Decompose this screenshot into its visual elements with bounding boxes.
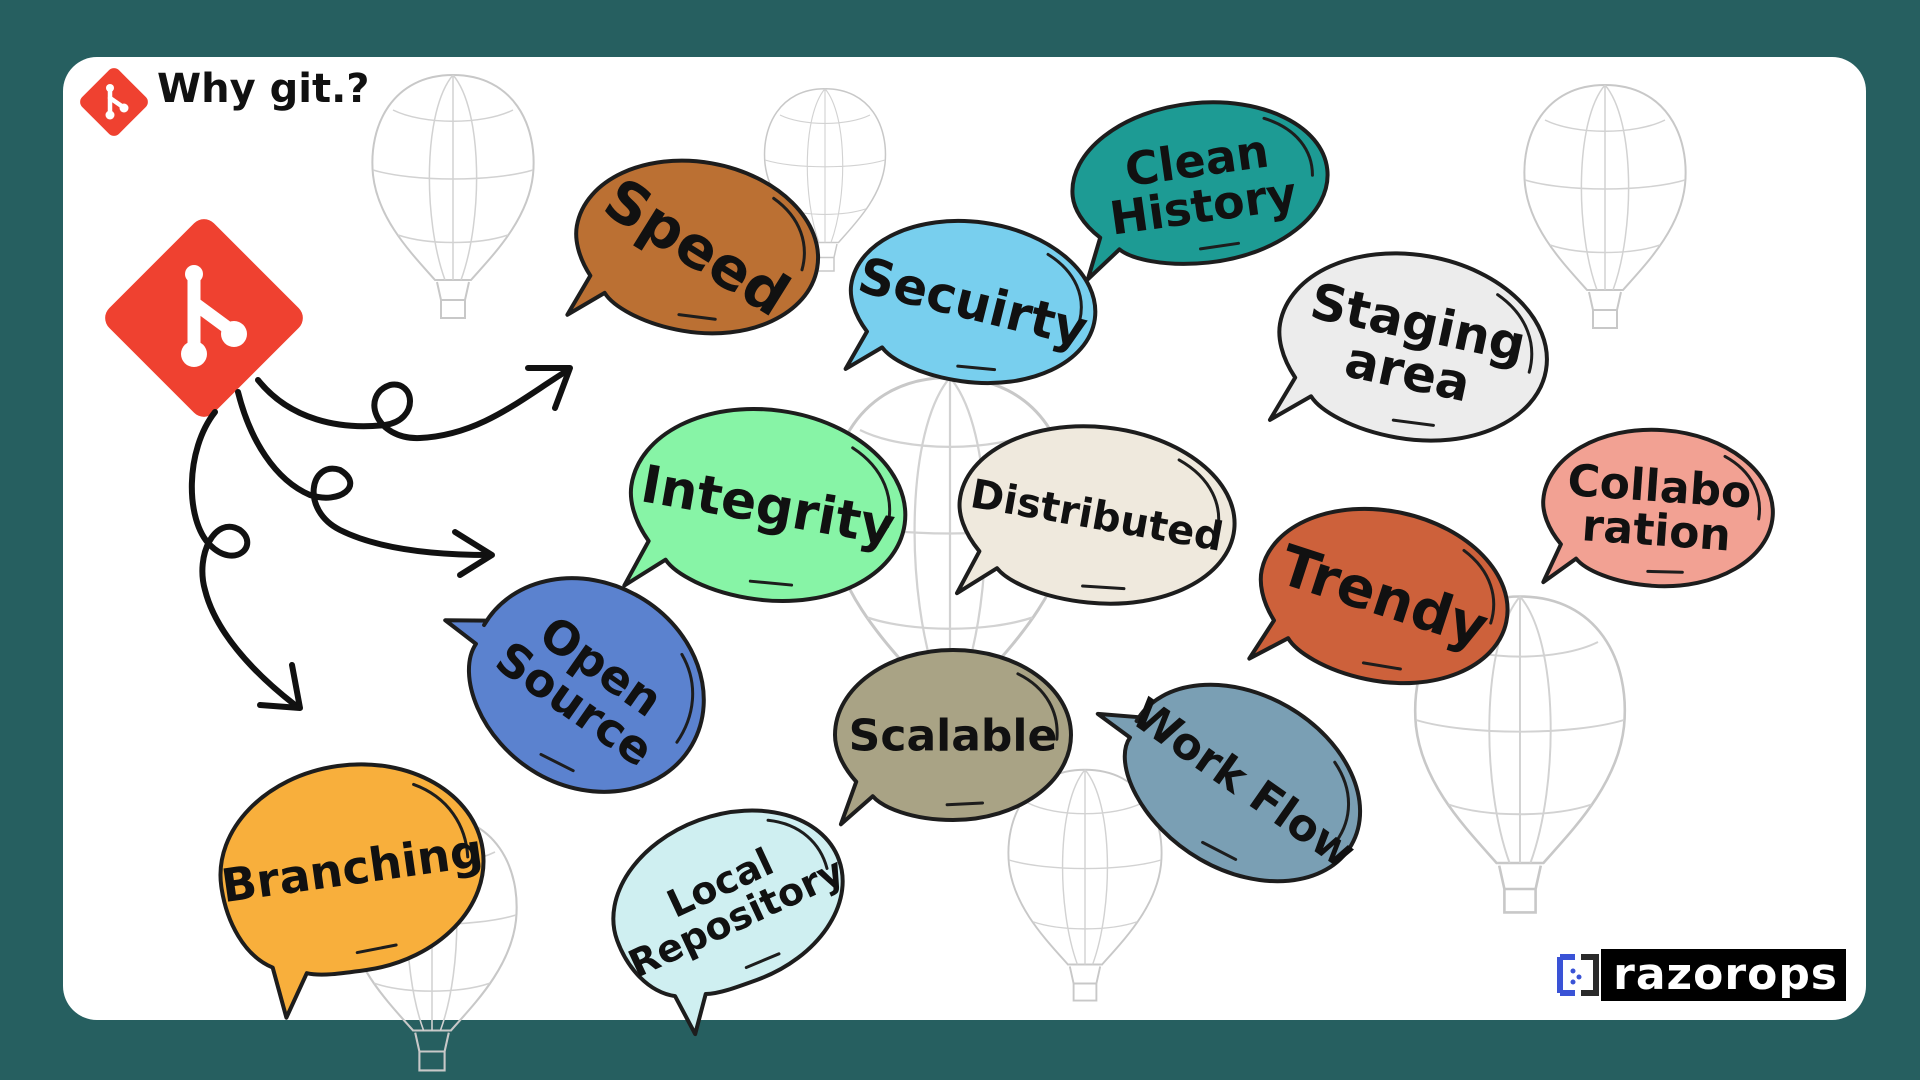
- speech-bubble-shape: [954, 424, 1237, 606]
- bubble-highlight: [1646, 454, 1761, 574]
- bubble-highlight: [1201, 760, 1351, 861]
- speech-bubble-shape: [1541, 427, 1775, 589]
- bubble-open-source: OpenSource: [443, 576, 706, 794]
- speech-bubble-shape: [833, 648, 1073, 827]
- bubble-integrity: Integrity: [622, 406, 908, 604]
- bubble-label: Collaboration: [1563, 455, 1753, 563]
- bubble-branching: Branching: [218, 762, 486, 1020]
- curly-arrow-icon: [188, 409, 303, 711]
- bubble-scalable: Scalable: [833, 648, 1073, 827]
- curly-arrow-icon: [255, 365, 573, 442]
- bubble-collaboration: Collaboration: [1541, 427, 1775, 589]
- hot-air-balloon-icon: [1007, 768, 1163, 1002]
- razorops-brand-name: razorops: [1601, 949, 1846, 1001]
- bubble-label-line: ration: [1580, 500, 1732, 561]
- speech-bubble-shape: [622, 406, 908, 604]
- bubble-trendy: Trendy: [1247, 506, 1510, 686]
- bubble-highlight: [677, 196, 806, 321]
- speech-bubble-shape: [443, 576, 706, 794]
- speech-bubble-shape: [1070, 100, 1330, 282]
- bubble-security: Secuirty: [843, 218, 1098, 386]
- speech-bubble-shape: [843, 218, 1098, 386]
- bubble-highlight: [945, 672, 1059, 807]
- bubble-highlight: [355, 782, 470, 955]
- bubble-staging-area: Stagingarea: [1267, 251, 1549, 443]
- bubble-highlight: [1198, 116, 1314, 251]
- bubble-highlight: [744, 818, 829, 970]
- speech-bubble-shape: [1247, 506, 1510, 686]
- bubble-distributed: Distributed: [954, 424, 1237, 606]
- bubble-highlight: [956, 252, 1083, 372]
- page-title: Why git.?: [157, 66, 370, 112]
- bubble-highlight: [748, 446, 892, 587]
- speech-bubble-shape: [218, 762, 486, 1020]
- bubble-highlight: [1361, 548, 1496, 671]
- speech-bubble-shape: [1095, 682, 1362, 884]
- speech-bubble-shape: [565, 158, 821, 336]
- speech-bubble-shape: [1267, 251, 1549, 443]
- speech-bubble-shape: [611, 808, 845, 1037]
- bubble-highlight: [1391, 293, 1534, 427]
- bubble-clean-history: CleanHistory: [1070, 100, 1330, 282]
- header-git-logo-icon: [80, 68, 148, 136]
- bubble-highlight: [1081, 458, 1221, 591]
- bubble-label-line: Scalable: [849, 710, 1058, 761]
- curly-arrow-icon: [235, 389, 495, 578]
- hot-air-balloon-icon: [1523, 84, 1687, 329]
- bubble-label: Scalable: [849, 710, 1058, 761]
- git-logo-icon: [105, 219, 303, 417]
- hot-air-balloon-icon: [371, 74, 535, 319]
- bubble-local-repository: LocalRepository: [611, 808, 851, 1037]
- bubble-speed: Speed: [565, 158, 821, 336]
- razorops-logo-icon: [1555, 951, 1601, 999]
- bubble-highlight: [539, 652, 695, 773]
